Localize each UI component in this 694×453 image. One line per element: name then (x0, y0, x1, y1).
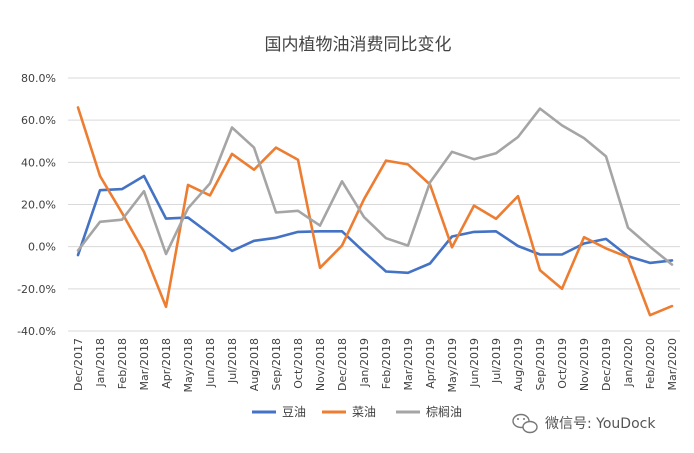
legend-label-0: 豆油 (282, 405, 306, 419)
x-tick-label: Apr/2018 (160, 338, 173, 389)
x-tick-label: Nov/2019 (578, 338, 591, 391)
x-tick-label: Feb/2020 (644, 338, 657, 389)
series-line-1 (76, 106, 674, 317)
x-tick-label: Nov/2018 (314, 338, 327, 391)
series-line-0 (76, 174, 674, 275)
y-tick-label: -20.0% (17, 283, 56, 296)
x-tick-label: Oct/2019 (556, 338, 569, 389)
x-tick-label: Mar/2019 (402, 338, 415, 390)
x-tick-label: Jun/2019 (468, 338, 481, 388)
x-tick-label: Dec/2018 (336, 338, 349, 391)
plot-area (76, 106, 674, 317)
x-tick-label: May/2018 (182, 338, 195, 392)
x-tick-label: Sep/2019 (534, 338, 547, 390)
x-tick-label: Feb/2018 (116, 338, 129, 389)
x-axis: Dec/2017 Jan/2018 Feb/2018 Mar/2018 Apr/2018… (72, 338, 679, 392)
watermark: 微信号: YouDock (512, 413, 656, 434)
y-tick-label: 20.0% (21, 199, 56, 212)
x-tick-label: Dec/2019 (600, 338, 613, 391)
chart-title: 国内植物油消费同比变化 (265, 35, 452, 55)
y-tick-label: -40.0% (17, 325, 56, 338)
x-tick-label: Aug/2018 (248, 338, 261, 391)
wechat-icon (512, 413, 538, 434)
series-line-2 (76, 107, 674, 266)
x-tick-label: Jan/2020 (622, 338, 635, 388)
x-tick-label: Feb/2019 (380, 338, 393, 389)
x-tick-label: Apr/2019 (424, 338, 437, 389)
x-tick-label: Jul/2019 (490, 338, 503, 384)
x-tick-label: Aug/2019 (512, 338, 525, 391)
y-tick-label: 40.0% (21, 156, 56, 169)
x-tick-label: Mar/2018 (138, 338, 151, 390)
y-tick-label: 80.0% (21, 72, 56, 85)
x-tick-label: Oct/2018 (292, 338, 305, 389)
x-tick-label: Dec/2017 (72, 338, 85, 391)
x-tick-label: Jan/2019 (358, 338, 371, 388)
legend: 豆油 菜油 棕榈油 (252, 404, 462, 419)
y-axis: 80.0% 60.0% 40.0% 20.0% 0.0% -20.0% -40.0% (17, 72, 56, 338)
x-tick-label: Mar/2020 (666, 338, 679, 390)
x-tick-label: May/2019 (446, 338, 459, 392)
y-tick-label: 60.0% (21, 114, 56, 127)
watermark-text: 微信号: YouDock (545, 416, 656, 432)
legend-label-2: 棕榈油 (426, 404, 462, 419)
y-tick-label: 0.0% (28, 241, 56, 254)
x-tick-label: Jan/2018 (94, 338, 107, 388)
legend-label-1: 菜油 (352, 405, 376, 419)
x-tick-label: Sep/2018 (270, 338, 283, 390)
x-tick-label: Jun/2018 (204, 338, 217, 388)
x-tick-label: Jul/2018 (226, 338, 239, 384)
